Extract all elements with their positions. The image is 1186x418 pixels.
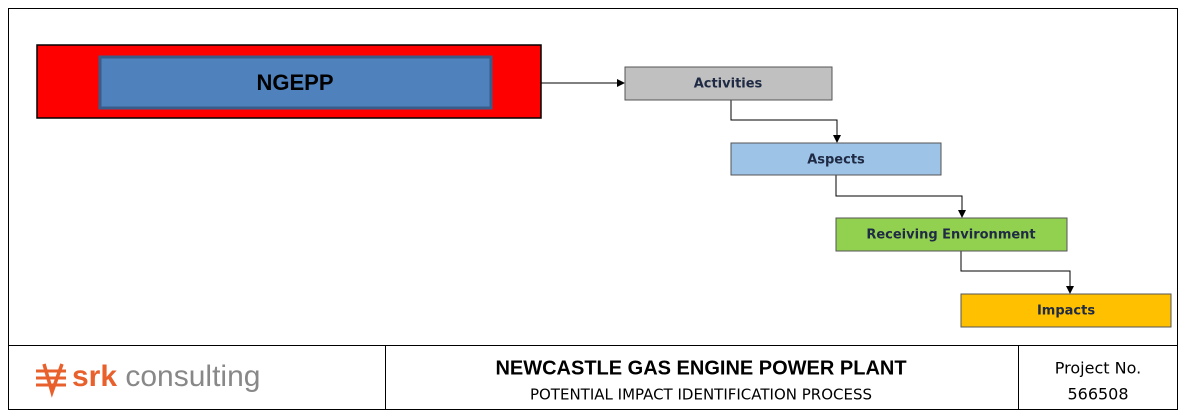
node-label: Activities xyxy=(694,77,763,92)
logo-suffix: consulting xyxy=(125,360,260,393)
frame xyxy=(8,8,1178,410)
project-label: Project No. xyxy=(1055,359,1141,378)
node-box xyxy=(960,293,1172,328)
connector xyxy=(835,175,966,218)
source-box xyxy=(98,55,493,110)
project-number: 566508 xyxy=(1067,385,1128,404)
footer-subtitle: POTENTIAL IMPACT IDENTIFICATION PROCESS xyxy=(530,386,872,404)
connector xyxy=(960,251,1074,294)
node-label: Aspects xyxy=(807,153,865,168)
logo-icon xyxy=(36,363,66,398)
footer-title: NEWCASTLE GAS ENGINE POWER PLANT xyxy=(495,357,906,379)
logo-brand: srk xyxy=(72,360,117,393)
node-box xyxy=(730,142,942,176)
node-label: Receiving Environment xyxy=(866,228,1035,243)
node-box xyxy=(835,217,1068,252)
connector xyxy=(730,100,841,143)
node-label: Impacts xyxy=(1037,304,1095,319)
source-label: NGEPP xyxy=(256,70,333,95)
node-box xyxy=(624,66,833,101)
